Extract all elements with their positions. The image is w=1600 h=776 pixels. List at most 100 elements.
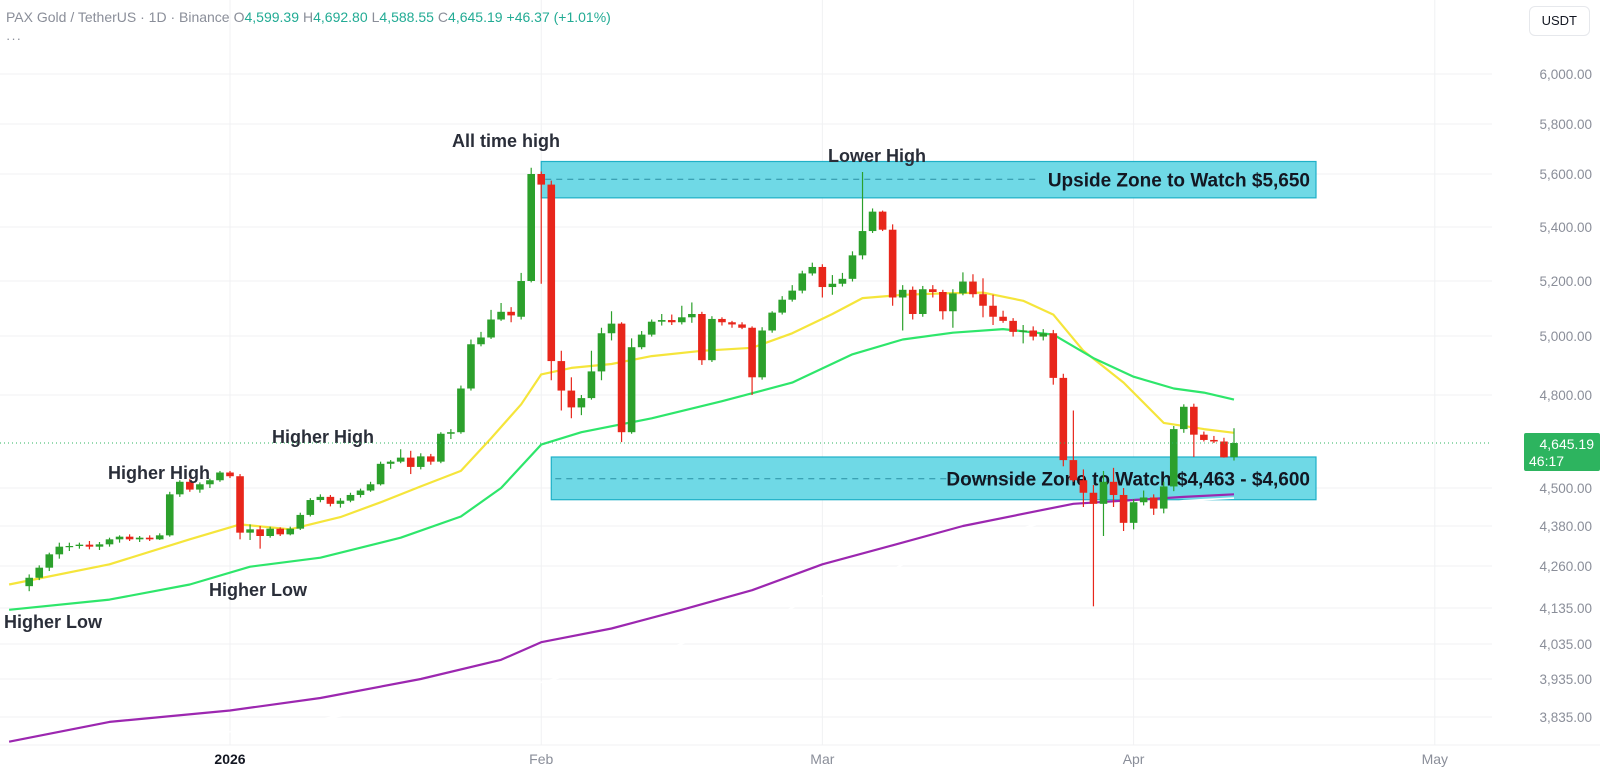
candle[interactable] — [165, 491, 174, 537]
candle[interactable] — [376, 461, 385, 486]
candle[interactable] — [657, 314, 666, 326]
candle[interactable] — [115, 535, 124, 543]
candle[interactable] — [1149, 494, 1158, 515]
candle[interactable] — [918, 285, 927, 317]
candle[interactable] — [1039, 329, 1048, 341]
annotation-text[interactable]: Lower High — [828, 146, 926, 166]
candle[interactable] — [366, 481, 375, 492]
annotation-text[interactable]: Higher Low — [209, 580, 308, 600]
candle[interactable] — [1169, 426, 1178, 492]
candle[interactable] — [1230, 428, 1238, 461]
candle[interactable] — [878, 210, 887, 232]
candle[interactable] — [607, 311, 616, 341]
zones[interactable]: Upside Zone to Watch $5,650 Downside Zone… — [540, 160, 1317, 501]
candle[interactable] — [999, 310, 1007, 323]
candle[interactable] — [1139, 490, 1148, 506]
candle[interactable] — [125, 534, 134, 541]
candle[interactable] — [698, 311, 706, 365]
candle[interactable] — [1059, 373, 1068, 467]
candle[interactable] — [1200, 431, 1208, 442]
candle[interactable] — [1190, 403, 1198, 457]
candle[interactable] — [457, 385, 465, 434]
candle[interactable] — [848, 251, 857, 282]
candle[interactable] — [416, 453, 425, 470]
candle[interactable] — [1089, 484, 1098, 607]
candle[interactable] — [226, 470, 234, 479]
candle[interactable] — [808, 262, 817, 276]
candle[interactable] — [1129, 499, 1138, 530]
candle[interactable] — [447, 429, 455, 440]
candle[interactable] — [186, 478, 194, 492]
candle[interactable] — [627, 338, 636, 434]
annotation-text[interactable]: All time high — [452, 131, 560, 151]
candle[interactable] — [718, 317, 726, 326]
candle[interactable] — [487, 309, 495, 339]
candle[interactable] — [567, 377, 576, 419]
candle[interactable] — [949, 289, 957, 328]
candle[interactable] — [547, 180, 556, 381]
candle[interactable] — [1049, 329, 1058, 385]
candle[interactable] — [286, 526, 295, 536]
candle[interactable] — [838, 272, 847, 287]
candle[interactable] — [1069, 410, 1078, 482]
candle[interactable] — [276, 527, 284, 536]
candle[interactable] — [246, 524, 254, 540]
candle[interactable] — [959, 272, 967, 296]
candle[interactable] — [1119, 488, 1128, 531]
annotation-text[interactable]: Higher Low — [4, 612, 103, 632]
candle[interactable] — [858, 172, 867, 260]
candle[interactable] — [778, 296, 786, 315]
candle[interactable] — [196, 482, 204, 493]
candle[interactable] — [597, 327, 606, 381]
candle[interactable] — [176, 480, 184, 497]
candle[interactable] — [748, 326, 756, 395]
candle[interactable] — [316, 494, 325, 503]
candle[interactable] — [55, 542, 64, 559]
candle[interactable] — [1029, 326, 1037, 341]
candle[interactable] — [617, 322, 626, 443]
candle[interactable] — [678, 305, 686, 325]
candle[interactable] — [65, 542, 74, 551]
candle[interactable] — [688, 302, 696, 323]
candle[interactable] — [406, 450, 415, 475]
candle[interactable] — [356, 488, 365, 498]
annotation-text[interactable]: Higher High — [272, 427, 374, 447]
candle[interactable] — [75, 542, 84, 549]
candle[interactable] — [828, 275, 837, 295]
zone-box[interactable]: Downside Zone to Watch $4,463 - $4,600 — [550, 456, 1317, 501]
candle[interactable] — [467, 339, 475, 391]
candle[interactable] — [497, 303, 505, 321]
candle[interactable] — [135, 536, 144, 542]
candle[interactable] — [25, 574, 33, 592]
annotations[interactable]: All time high Lower High Higher High Higher… — [4, 131, 926, 632]
more-indicators-button[interactable]: ··· — [6, 31, 22, 46]
candle[interactable] — [728, 320, 736, 328]
candle[interactable] — [708, 316, 716, 362]
candle[interactable] — [145, 535, 154, 541]
candle[interactable] — [738, 322, 746, 330]
candle[interactable] — [35, 565, 44, 581]
candle[interactable] — [647, 319, 656, 337]
candle[interactable] — [396, 449, 405, 464]
candle[interactable] — [236, 474, 244, 540]
candle[interactable] — [517, 272, 525, 320]
candle[interactable] — [1099, 470, 1108, 536]
candle[interactable] — [667, 314, 676, 325]
candle[interactable] — [477, 331, 485, 347]
candle[interactable] — [1109, 467, 1118, 507]
candle[interactable] — [1220, 437, 1228, 458]
candle[interactable] — [888, 224, 897, 306]
candle[interactable] — [155, 533, 164, 540]
candle[interactable] — [989, 294, 997, 325]
candle[interactable] — [1079, 469, 1088, 507]
candle[interactable] — [336, 498, 345, 508]
candle[interactable] — [577, 395, 586, 416]
candle[interactable] — [296, 512, 305, 530]
currency-button[interactable]: USDT — [1528, 6, 1590, 36]
candle[interactable] — [537, 171, 546, 284]
candle[interactable] — [266, 526, 274, 538]
candle[interactable] — [868, 208, 877, 233]
